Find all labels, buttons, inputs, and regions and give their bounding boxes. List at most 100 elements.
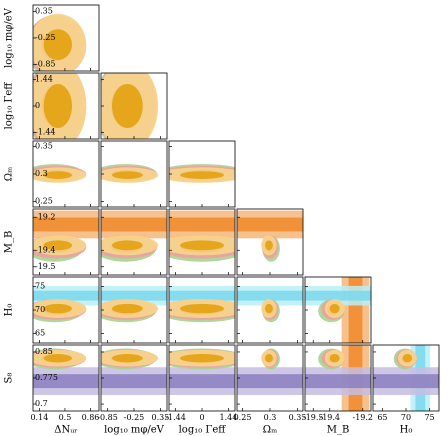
contour	[180, 171, 224, 179]
panel	[169, 285, 235, 323]
x-tick-label: 0.86	[82, 413, 100, 422]
contour	[402, 354, 413, 363]
contour	[180, 240, 224, 251]
prior-band	[237, 217, 303, 232]
panel	[33, 13, 87, 71]
contour	[265, 303, 273, 314]
y-tick-label: 0.85	[35, 347, 53, 356]
prior-band	[237, 290, 303, 301]
panel	[237, 348, 303, 396]
y-tick-label: -1.44	[35, 127, 56, 136]
panel	[101, 164, 159, 183]
y-tick-label: 0.775	[35, 373, 58, 382]
x-tick-label: -1.44	[165, 413, 186, 422]
y-tick-label: 0.7	[35, 399, 48, 408]
contour	[43, 84, 73, 128]
y-tick-label: 0.3	[35, 169, 48, 178]
contour	[112, 240, 143, 251]
contour	[180, 354, 224, 363]
y-axis-label: Ωₘ	[4, 167, 15, 181]
y-axis-label: H₀	[4, 304, 15, 317]
contour	[43, 303, 73, 314]
x-tick-label: 1.44	[219, 413, 237, 422]
x-tick-label: 0.5	[59, 413, 72, 422]
prior-band	[33, 290, 99, 301]
contour	[329, 303, 340, 314]
y-tick-label: -0.85	[35, 59, 56, 68]
contour	[180, 303, 224, 314]
x-axis-label: log₁₀ mφ/eV	[104, 425, 165, 436]
panel	[101, 73, 159, 139]
x-tick-label: 0	[199, 413, 204, 422]
panel	[237, 210, 303, 262]
y-tick-label: 0.35	[35, 7, 53, 16]
prior-band	[237, 374, 303, 389]
x-tick-label: 0.14	[30, 413, 48, 422]
y-tick-label: 0.25	[35, 197, 53, 206]
x-axis-label: Ωₘ	[263, 425, 277, 436]
y-tick-label: 70	[35, 305, 45, 314]
contour	[112, 84, 143, 128]
contour	[265, 354, 273, 363]
y-axis-label: M_B	[4, 231, 15, 254]
x-tick-label: 0.35	[289, 413, 307, 422]
x-tick-label: -19.2	[352, 413, 373, 422]
panel	[169, 164, 235, 183]
panel	[33, 164, 87, 183]
y-tick-label: -0.25	[35, 33, 56, 42]
x-axis-label: ΔNᵤᵣ	[54, 425, 77, 436]
panel	[101, 348, 167, 396]
x-tick-label: -19.5	[303, 413, 324, 422]
x-tick-label: 75	[424, 413, 434, 422]
x-tick-label: 0.3	[264, 413, 277, 422]
y-tick-label: -19.5	[35, 262, 56, 271]
x-tick-label: 70	[401, 413, 411, 422]
x-tick-label: 0.35	[151, 413, 169, 422]
y-tick-label: 75	[35, 281, 45, 290]
panel-frame	[32, 208, 100, 276]
y-axis-label: log₁₀ mφ/eV	[4, 7, 15, 68]
prior-band	[169, 374, 235, 389]
contour	[112, 303, 143, 314]
y-tick-label: -19.2	[35, 212, 56, 221]
prior-band	[305, 290, 371, 301]
prior-band	[169, 217, 235, 232]
panel	[237, 285, 303, 323]
x-tick-label: 0.25	[234, 413, 252, 422]
panel	[373, 345, 439, 411]
panel	[305, 345, 371, 411]
x-tick-label: -0.85	[97, 413, 118, 422]
panel	[33, 348, 99, 396]
panel	[169, 210, 235, 262]
x-axis-label: log₁₀ Γeff	[179, 425, 227, 436]
contour	[329, 354, 340, 363]
prior-band	[101, 217, 167, 232]
contour	[112, 354, 143, 363]
panel	[101, 285, 167, 323]
prior-band	[101, 290, 167, 301]
prior-band	[101, 374, 167, 389]
panel	[169, 348, 235, 396]
y-tick-label: -19.4	[35, 245, 56, 254]
panel	[33, 210, 99, 262]
x-axis-label: M_B	[327, 425, 350, 436]
prior-band	[33, 374, 99, 389]
x-tick-label: -0.25	[124, 413, 145, 422]
contour	[43, 29, 73, 60]
contour	[43, 171, 73, 179]
x-axis-label: H₀	[400, 425, 413, 436]
y-axis-label: S₈	[4, 373, 15, 384]
x-tick-label: -19.4	[319, 413, 340, 422]
prior-band	[373, 374, 439, 389]
panel	[33, 73, 87, 139]
y-tick-label: 0	[35, 101, 40, 110]
prior-band	[33, 217, 99, 232]
panel	[101, 210, 167, 262]
y-tick-label: 1.44	[35, 75, 53, 84]
panel	[305, 277, 371, 343]
prior-band	[169, 290, 235, 301]
panel	[33, 285, 99, 323]
contour	[112, 171, 143, 179]
